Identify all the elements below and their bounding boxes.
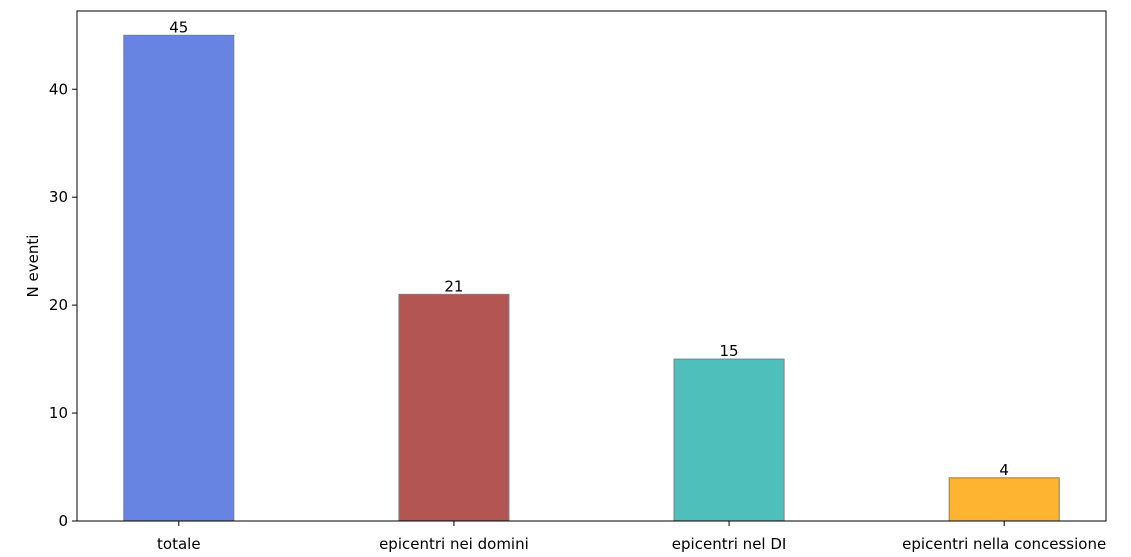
x-ticks-layer: totale epicentri nei domini epicentri nel … bbox=[157, 521, 1106, 553]
y-tick-label-0: 0 bbox=[58, 512, 68, 530]
bar-epicentri-nel-di bbox=[673, 358, 785, 522]
data-labels-layer: 45 21 15 4 bbox=[169, 18, 1009, 479]
y-tick-label-30: 30 bbox=[49, 188, 68, 206]
y-tick-label-40: 40 bbox=[49, 80, 68, 98]
y-ticks-layer: 0 10 20 30 40 bbox=[49, 80, 77, 530]
y-tick-label-10: 10 bbox=[49, 404, 68, 422]
x-tick-label-epicentri-nella-concessione: epicentri nella concessione bbox=[902, 535, 1106, 553]
y-axis-label: N eventi bbox=[24, 235, 42, 298]
data-label-epicentri-nel-di: 15 bbox=[720, 342, 739, 360]
data-label-epicentri-nei-domini: 21 bbox=[444, 277, 463, 295]
bars-layer bbox=[123, 34, 1060, 522]
plot-frame bbox=[76, 10, 1107, 522]
axes-layer bbox=[76, 10, 1107, 522]
bar-totale bbox=[123, 34, 235, 522]
x-tick-label-epicentri-nel-di: epicentri nel DI bbox=[672, 535, 787, 553]
bar-epicentri-nei-domini bbox=[398, 293, 510, 522]
y-tick-label-20: 20 bbox=[49, 296, 68, 314]
bar-epicentri-nella-concessione bbox=[948, 477, 1060, 522]
data-label-epicentri-nella-concessione: 4 bbox=[999, 461, 1009, 479]
data-label-totale: 45 bbox=[169, 18, 188, 36]
x-tick-label-totale: totale bbox=[157, 535, 201, 553]
x-tick-label-epicentri-nei-domini: epicentri nei domini bbox=[379, 535, 529, 553]
